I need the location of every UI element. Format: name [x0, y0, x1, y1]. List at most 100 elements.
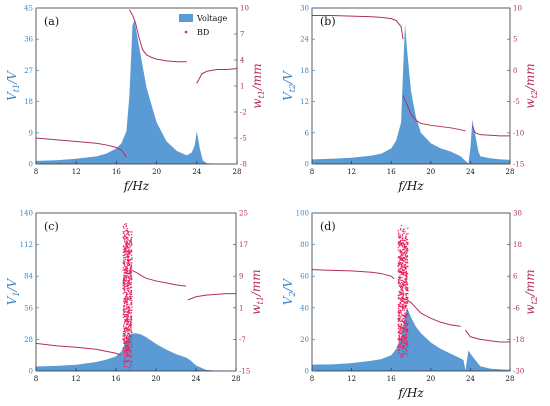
- bd-point: [126, 330, 128, 332]
- bd-point: [406, 297, 409, 299]
- bd-point: [123, 305, 126, 307]
- bd-point: [399, 240, 402, 242]
- bd-point: [126, 315, 129, 317]
- bd-point: [400, 254, 402, 256]
- bd-point: [123, 324, 125, 326]
- bd-point: [122, 339, 125, 341]
- bd-point: [403, 339, 405, 342]
- y-left-tick-label: 45: [24, 5, 33, 13]
- bd-point: [123, 334, 125, 337]
- bd-point: [399, 331, 401, 333]
- bd-point: [402, 335, 405, 338]
- bd-point: [129, 231, 131, 233]
- bd-point: [130, 328, 132, 330]
- y-left-tick-label: 0: [29, 368, 33, 376]
- y-right-tick-label: 6: [513, 273, 518, 281]
- bd-point: [124, 239, 126, 241]
- bd-point: [401, 324, 403, 326]
- bd-scatter: [122, 223, 133, 371]
- bd-point: [122, 292, 125, 294]
- x-tick-label: 16: [387, 375, 396, 383]
- bd-point: [126, 340, 129, 342]
- bd-point: [130, 351, 132, 353]
- bd-point: [122, 309, 125, 311]
- bd-point: [124, 351, 126, 354]
- bd-point: [126, 233, 128, 236]
- y-right-tick-label: -6: [513, 304, 520, 312]
- bd-point: [130, 356, 133, 358]
- bd-point: [401, 251, 403, 253]
- bd-point: [124, 301, 127, 303]
- x-tick-label: 24: [466, 168, 475, 176]
- bd-point: [124, 296, 127, 298]
- bd-point: [124, 257, 126, 259]
- bd-point: [406, 281, 408, 283]
- bd-point: [128, 247, 131, 249]
- bd-point: [398, 340, 400, 342]
- bd-point: [125, 243, 128, 245]
- bd-point: [404, 342, 407, 345]
- bd-point: [405, 240, 407, 242]
- bd-point: [126, 319, 129, 321]
- bd-point: [130, 303, 133, 306]
- bd-point: [126, 322, 128, 324]
- bd-point: [125, 316, 127, 318]
- bd-point: [131, 257, 133, 259]
- bd-point: [400, 262, 402, 264]
- bd-point: [122, 325, 125, 328]
- bd-point: [130, 278, 133, 281]
- bd-point: [123, 272, 125, 274]
- bd-point: [129, 297, 132, 299]
- bd-point: [397, 233, 400, 236]
- bd-point: [129, 282, 132, 284]
- y-left-tick-label: 40: [300, 304, 309, 312]
- bd-point: [398, 256, 400, 258]
- x-tick-label: 24: [192, 375, 201, 383]
- bd-point: [406, 324, 408, 326]
- bd-point: [130, 341, 132, 343]
- bd-point: [405, 349, 408, 351]
- bd-point: [405, 305, 407, 307]
- bd-point: [397, 297, 400, 299]
- bd-point: [404, 329, 406, 331]
- bd-point: [398, 334, 400, 336]
- bd-point: [130, 268, 132, 270]
- panel-1: 8 12 16 20 24 28 0 9 18 27 36 45 -8 -5 -2 1 4 7 10 (a) f/Hz V…: [5, 5, 266, 194]
- bd-point: [405, 313, 407, 315]
- bd-point: [403, 322, 405, 324]
- bd-point: [405, 235, 407, 237]
- bd-point: [127, 279, 129, 282]
- bd-point: [130, 315, 133, 318]
- bd-point: [398, 235, 401, 237]
- bd-point: [403, 334, 405, 337]
- bd-point: [405, 286, 408, 288]
- bd-point: [406, 342, 408, 345]
- bd-point: [400, 267, 402, 270]
- bd-point: [405, 328, 408, 331]
- bd-point: [126, 293, 129, 296]
- bd-point: [126, 242, 128, 244]
- bd-point: [407, 241, 409, 244]
- bd-point: [398, 240, 400, 243]
- plot-frame: [311, 7, 511, 165]
- bd-point: [400, 316, 402, 318]
- plot-frame: [311, 212, 511, 372]
- bd-point: [402, 255, 404, 257]
- y-right-tick-label: 17: [239, 241, 248, 249]
- bd-point: [124, 290, 126, 292]
- bd-point: [407, 232, 409, 235]
- bd-point: [130, 349, 133, 352]
- bd-point: [126, 353, 128, 355]
- bd-point: [403, 284, 405, 286]
- bd-point: [405, 256, 408, 259]
- bd-point: [406, 299, 409, 301]
- bd-point: [399, 329, 401, 332]
- y-right-tick-label: 9: [239, 273, 243, 281]
- bd-point: [398, 304, 400, 306]
- bd-point: [400, 339, 402, 341]
- x-tick-label: 16: [112, 168, 121, 176]
- y-left-axis-label: Vt2/V: [281, 70, 297, 101]
- x-axis-label: f/Hz: [123, 179, 150, 193]
- bd-point: [403, 353, 405, 355]
- bd-point: [398, 290, 400, 293]
